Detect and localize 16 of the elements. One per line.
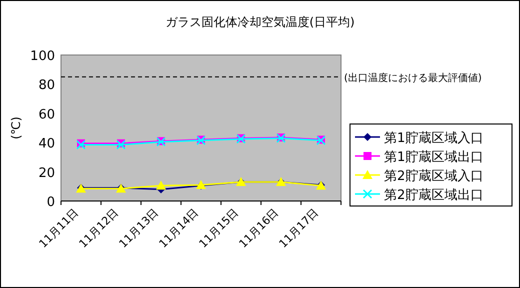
y-axis-title: (℃) [9,116,23,140]
y-tick-label: 40 [38,136,55,152]
point [76,140,86,150]
legend-label: 第2貯蔵区域入口 [384,169,484,184]
legend-label: 第2貯蔵区域出口 [384,188,484,203]
y-tick-label: 20 [38,166,55,181]
legend-label: 第1貯蔵区域入口 [384,131,484,146]
point [156,180,166,190]
point [116,140,126,150]
y-tick-label: 0 [46,195,55,210]
y-tick-label: 80 [38,78,55,94]
y-tick-label: 100 [30,49,55,64]
y-tick-label: 60 [38,107,55,122]
ref-line-label: (出口温度における最大評価値) [344,72,482,84]
legend-label: 第1貯蔵区域出口 [384,150,484,165]
chart-title: ガラス固化体冷却空気温度(日平均) [165,15,355,29]
